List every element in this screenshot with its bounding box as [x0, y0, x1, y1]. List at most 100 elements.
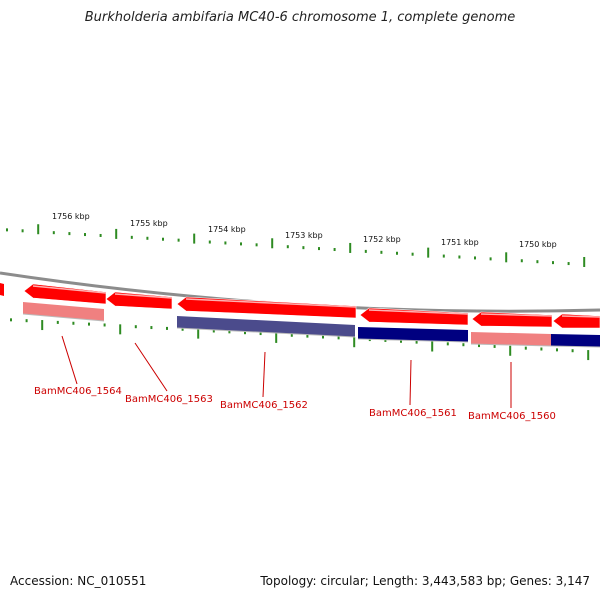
major-tick — [119, 324, 122, 335]
minor-tick — [244, 331, 246, 335]
major-tick — [509, 345, 512, 356]
major-tick — [431, 341, 434, 352]
major-tick — [271, 238, 274, 249]
minor-tick — [302, 246, 305, 250]
minor-tick — [25, 319, 28, 323]
minor-tick — [536, 260, 539, 264]
minor-tick — [166, 326, 168, 330]
minor-tick — [318, 247, 320, 251]
minor-tick — [134, 325, 137, 329]
gene-label: BamMC406_1560 — [468, 411, 556, 422]
minor-tick — [290, 333, 293, 337]
minor-tick — [567, 262, 570, 266]
minor-tick — [524, 346, 527, 350]
similarity-band — [471, 332, 551, 346]
major-tick — [193, 233, 196, 244]
cds-highlight — [114, 293, 173, 299]
scale-tick-label: 1755 kbp — [130, 219, 168, 228]
scale-tick-labels: 1756 kbp 1755 kbp 1754 kbp 1753 kbp 1752 kbp… — [52, 212, 557, 249]
minor-tick — [6, 228, 8, 232]
minor-tick — [540, 347, 543, 351]
cds-band — [551, 334, 600, 347]
scale-ticks-outer — [6, 224, 586, 267]
scale-tick-label: 1750 kbp — [519, 240, 557, 249]
major-tick — [41, 320, 44, 331]
major-tick — [353, 337, 356, 348]
minor-tick — [552, 261, 554, 265]
minor-tick — [462, 343, 465, 347]
minor-tick — [286, 245, 289, 249]
minor-tick — [411, 252, 414, 256]
minor-tick — [150, 326, 153, 330]
cds-highlight — [480, 313, 553, 317]
minor-tick — [21, 229, 24, 233]
minor-tick — [396, 251, 398, 255]
gene-label: BamMC406_1562 — [220, 400, 308, 411]
cds-band-edge — [357, 338, 469, 343]
genome-stats-text: Topology: circular; Length: 3,443,583 bp… — [260, 574, 590, 588]
minor-tick — [88, 322, 90, 326]
minor-tick — [556, 348, 558, 352]
minor-tick — [415, 340, 418, 344]
cds-band-edge — [550, 345, 600, 348]
scale-tick-label: 1752 kbp — [363, 235, 401, 244]
minor-tick — [130, 235, 133, 239]
similarity-band-edge — [22, 313, 105, 322]
gene-label-leader — [409, 359, 412, 406]
major-tick — [587, 350, 590, 361]
minor-tick — [240, 242, 242, 246]
minor-tick — [520, 259, 523, 263]
minor-tick — [446, 342, 449, 346]
scale-tick-label: 1753 kbp — [285, 231, 323, 240]
similarity-band — [23, 302, 104, 321]
gene-label: BamMC406_1564 — [34, 386, 122, 397]
minor-tick — [400, 339, 402, 343]
minor-tick — [380, 250, 383, 254]
scale-ticks-inner — [10, 318, 590, 361]
minor-tick — [306, 334, 309, 338]
scale-tick-label: 1756 kbp — [52, 212, 90, 221]
minor-tick — [99, 233, 102, 237]
minor-tick — [56, 320, 59, 324]
minor-tick — [384, 338, 387, 342]
minor-tick — [52, 231, 55, 235]
minor-tick — [177, 238, 180, 242]
cds-arrow — [0, 283, 4, 296]
minor-tick — [208, 240, 211, 244]
minor-tick — [212, 329, 215, 333]
minor-tick — [224, 241, 227, 245]
cds-arrow — [552, 313, 600, 329]
cds-highlight — [185, 298, 357, 308]
minor-tick — [181, 327, 184, 331]
major-tick — [115, 228, 118, 239]
minor-tick — [571, 349, 574, 353]
minor-tick — [333, 248, 336, 252]
major-tick — [505, 252, 508, 263]
minor-tick — [162, 237, 164, 241]
minor-tick — [442, 254, 445, 258]
major-tick — [37, 224, 40, 235]
scale-tick-label: 1751 kbp — [441, 238, 479, 247]
minor-tick — [489, 257, 492, 261]
gene-label: BamMC406_1563 — [125, 394, 213, 405]
minor-tick — [255, 243, 258, 247]
gene-label-leader — [61, 335, 78, 385]
minor-tick — [322, 335, 324, 339]
minor-tick — [72, 321, 75, 325]
minor-tick — [364, 249, 367, 253]
gene-label-leader — [134, 342, 168, 392]
minor-tick — [458, 255, 461, 259]
major-tick — [583, 256, 586, 267]
minor-tick — [493, 344, 496, 348]
similarity-band — [177, 316, 355, 337]
major-tick — [275, 332, 278, 343]
gene-label: BamMC406_1561 — [369, 408, 457, 419]
cds-highlight — [561, 315, 600, 318]
minor-tick — [259, 332, 262, 336]
minor-tick — [103, 323, 106, 327]
minor-tick — [474, 256, 476, 260]
cds-arrow — [176, 296, 357, 319]
major-tick — [427, 247, 430, 258]
minor-tick — [146, 236, 149, 240]
